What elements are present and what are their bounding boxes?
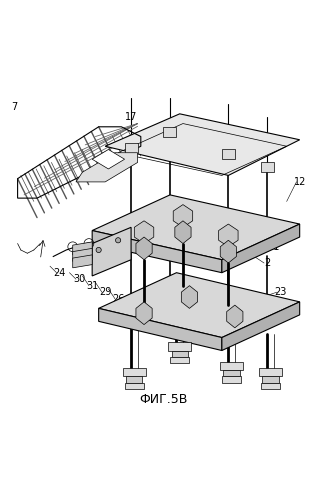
Text: 22: 22 — [274, 222, 286, 232]
Text: 25: 25 — [147, 320, 160, 330]
Text: ФИГ.5В: ФИГ.5В — [139, 392, 188, 406]
Polygon shape — [220, 362, 243, 370]
Polygon shape — [123, 368, 146, 376]
Polygon shape — [73, 255, 92, 268]
Polygon shape — [227, 305, 243, 328]
Polygon shape — [136, 237, 152, 260]
Text: 2: 2 — [264, 258, 270, 268]
Polygon shape — [92, 230, 222, 272]
Polygon shape — [223, 370, 240, 376]
Polygon shape — [73, 248, 92, 262]
Polygon shape — [222, 302, 300, 350]
Polygon shape — [73, 242, 92, 255]
Polygon shape — [168, 342, 191, 350]
Polygon shape — [76, 152, 138, 182]
Polygon shape — [222, 224, 300, 272]
Bar — [164, 127, 177, 136]
Polygon shape — [99, 308, 222, 350]
Polygon shape — [92, 228, 131, 276]
Polygon shape — [134, 221, 154, 244]
Text: 26: 26 — [112, 294, 124, 304]
Polygon shape — [259, 368, 282, 376]
Text: 17: 17 — [125, 112, 137, 122]
Polygon shape — [181, 286, 198, 308]
Text: 31: 31 — [86, 280, 98, 290]
Circle shape — [96, 248, 101, 252]
Bar — [222, 150, 235, 159]
Polygon shape — [99, 272, 300, 338]
Polygon shape — [222, 376, 241, 383]
Polygon shape — [173, 204, 193, 228]
Text: 12: 12 — [294, 177, 306, 187]
Polygon shape — [220, 240, 236, 263]
Circle shape — [115, 238, 121, 243]
Polygon shape — [262, 376, 279, 383]
Polygon shape — [261, 383, 280, 390]
Polygon shape — [125, 383, 144, 390]
Text: 29: 29 — [99, 287, 111, 297]
Bar — [125, 143, 138, 152]
Polygon shape — [175, 221, 191, 244]
Text: 23: 23 — [274, 287, 286, 297]
Text: 7: 7 — [11, 102, 17, 113]
Polygon shape — [170, 357, 189, 364]
Text: 30: 30 — [73, 274, 85, 284]
Polygon shape — [126, 376, 143, 383]
Text: 24: 24 — [54, 268, 66, 278]
Text: 28: 28 — [135, 306, 147, 316]
Polygon shape — [92, 150, 125, 169]
Polygon shape — [105, 114, 300, 176]
Text: 21: 21 — [267, 242, 280, 252]
Bar — [261, 162, 274, 172]
Polygon shape — [136, 302, 152, 324]
Polygon shape — [92, 195, 300, 260]
Polygon shape — [219, 224, 238, 247]
Polygon shape — [172, 350, 188, 357]
